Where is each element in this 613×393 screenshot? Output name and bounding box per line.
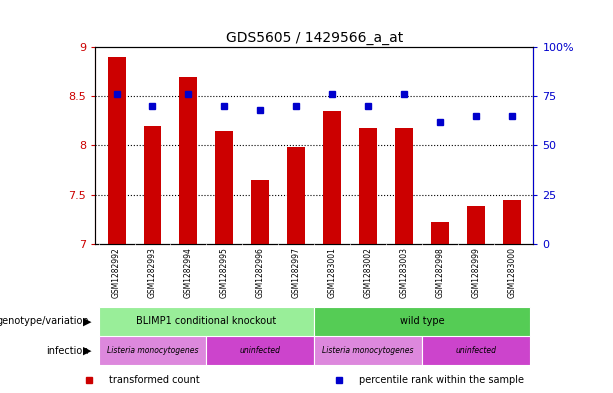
Bar: [215, 130, 234, 244]
Text: GSM1283002: GSM1283002: [364, 247, 373, 298]
Text: wild type: wild type: [400, 316, 444, 326]
Text: BLIMP1 conditional knockout: BLIMP1 conditional knockout: [136, 316, 276, 326]
Text: ▶: ▶: [83, 316, 92, 326]
Text: GSM1282998: GSM1282998: [435, 247, 444, 298]
Text: GSM1283001: GSM1283001: [327, 247, 337, 298]
Text: uninfected: uninfected: [455, 346, 497, 355]
Text: percentile rank within the sample: percentile rank within the sample: [359, 375, 524, 385]
Bar: [431, 222, 449, 244]
Text: infection: infection: [47, 346, 89, 356]
Text: GSM1282996: GSM1282996: [256, 247, 265, 298]
Bar: [359, 128, 377, 244]
Text: genotype/variation: genotype/variation: [0, 316, 89, 326]
Bar: [143, 126, 161, 244]
Text: uninfected: uninfected: [240, 346, 281, 355]
Text: GSM1282993: GSM1282993: [148, 247, 157, 298]
Bar: [287, 147, 305, 244]
Text: GSM1282994: GSM1282994: [184, 247, 193, 298]
Text: GSM1282997: GSM1282997: [292, 247, 301, 298]
Bar: [108, 57, 126, 244]
Text: Listeria monocytogenes: Listeria monocytogenes: [107, 346, 198, 355]
Bar: [180, 77, 197, 244]
Bar: [422, 336, 530, 365]
Bar: [207, 336, 314, 365]
Text: Listeria monocytogenes: Listeria monocytogenes: [322, 346, 414, 355]
Text: GSM1282992: GSM1282992: [112, 247, 121, 298]
Text: GSM1282999: GSM1282999: [471, 247, 481, 298]
Bar: [99, 307, 314, 336]
Bar: [323, 111, 341, 244]
Text: GSM1283000: GSM1283000: [507, 247, 516, 298]
Bar: [314, 307, 530, 336]
Bar: [99, 336, 207, 365]
Text: GSM1283003: GSM1283003: [400, 247, 408, 298]
Bar: [395, 128, 413, 244]
Text: transformed count: transformed count: [109, 375, 200, 385]
Text: ▶: ▶: [83, 346, 92, 356]
Bar: [467, 206, 485, 244]
Title: GDS5605 / 1429566_a_at: GDS5605 / 1429566_a_at: [226, 31, 403, 45]
Text: GSM1282995: GSM1282995: [220, 247, 229, 298]
Bar: [251, 180, 269, 244]
Bar: [503, 200, 520, 244]
Bar: [314, 336, 422, 365]
